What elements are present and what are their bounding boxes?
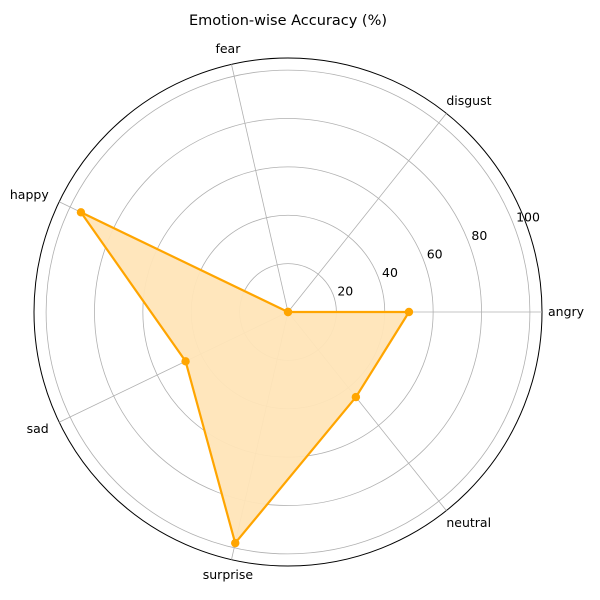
data-point-sad bbox=[181, 357, 190, 366]
spoke-disgust bbox=[287, 113, 447, 313]
category-label-fear: fear bbox=[215, 41, 241, 56]
radial-tick-label-20: 20 bbox=[337, 284, 353, 299]
category-label-angry: angry bbox=[548, 304, 585, 319]
data-point-fear bbox=[283, 307, 293, 317]
category-label-neutral: neutral bbox=[446, 515, 491, 530]
category-label-happy: happy bbox=[10, 187, 49, 202]
radial-tick-label-40: 40 bbox=[382, 265, 398, 280]
radial-tick-label-100: 100 bbox=[516, 210, 540, 225]
tick-label-layer: 20 40 60 80 100 bbox=[337, 210, 540, 299]
data-point-happy bbox=[76, 208, 86, 217]
radial-tick-label-80: 80 bbox=[471, 228, 487, 243]
category-label-disgust: disgust bbox=[446, 93, 491, 108]
data-point-angry bbox=[404, 307, 414, 317]
category-label-layer: angry disgust fear happy sad surprise neutral bbox=[10, 41, 585, 582]
category-label-sad: sad bbox=[27, 421, 49, 436]
spoke-fear bbox=[231, 64, 289, 313]
category-label-surprise: surprise bbox=[203, 567, 254, 582]
series-layer bbox=[76, 208, 414, 548]
data-point-surprise bbox=[231, 538, 240, 548]
series-fill-area bbox=[80, 212, 410, 544]
data-point-neutral bbox=[351, 392, 361, 402]
chart-title: Emotion-wise Accuracy (%) bbox=[188, 13, 388, 29]
radial-tick-label-60: 60 bbox=[427, 247, 443, 262]
